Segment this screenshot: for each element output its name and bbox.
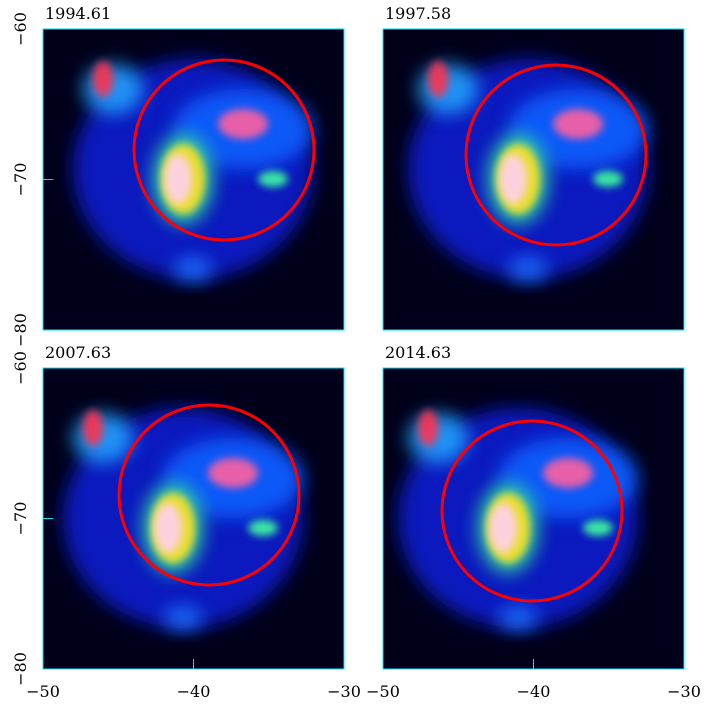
- emission: [164, 154, 192, 204]
- emission: [499, 154, 527, 204]
- x-tick-label: −30: [667, 682, 701, 701]
- image: [408, 59, 648, 281]
- x-tick-label: −40: [177, 682, 211, 701]
- emission: [498, 606, 538, 630]
- x-tick-label: −40: [517, 682, 551, 701]
- emission: [163, 606, 203, 630]
- emission: [208, 458, 258, 488]
- emission: [154, 503, 182, 553]
- y-tick-label: −60: [11, 12, 30, 46]
- emission: [489, 503, 517, 553]
- frame: [382, 28, 685, 331]
- image: [398, 408, 638, 630]
- emission: [218, 109, 268, 139]
- y-tick-label: −60: [11, 351, 30, 385]
- emission: [248, 520, 278, 536]
- panel: 2014.63 −50 −40 −30: [366, 343, 701, 701]
- emission: [508, 257, 548, 281]
- emission: [428, 61, 448, 97]
- panel-title: 1994.61: [45, 4, 111, 23]
- x-tick-label: −30: [327, 682, 361, 701]
- image: [63, 408, 303, 630]
- y-tick-label: −70: [11, 502, 30, 536]
- y-tick-label: −80: [11, 652, 30, 686]
- emission: [258, 171, 288, 187]
- region-circle: [464, 63, 648, 247]
- emission: [418, 410, 438, 446]
- emission: [73, 413, 133, 463]
- region-circle: [117, 403, 301, 587]
- panel-title: 2007.63: [45, 343, 111, 362]
- region-circle: [132, 58, 316, 242]
- x-tick-label: −50: [26, 682, 60, 701]
- emission: [583, 520, 613, 536]
- y-tick-label: −80: [11, 313, 30, 347]
- emission: [553, 109, 603, 139]
- image: [73, 59, 313, 281]
- panel: 2007.63 −50 −40 −30 −60 −70 −80: [11, 343, 361, 701]
- emission: [93, 61, 113, 97]
- emission: [408, 413, 468, 463]
- emission: [418, 64, 478, 114]
- x-tick-label: −50: [366, 682, 400, 701]
- panel-title: 2014.63: [385, 343, 451, 362]
- emission: [593, 171, 623, 187]
- region-circle: [440, 419, 624, 603]
- panel: 1994.61 −60 −70 −80: [11, 4, 345, 347]
- panel: 1997.58: [382, 4, 685, 331]
- emission: [83, 410, 103, 446]
- y-tick-label: −70: [11, 163, 30, 197]
- emission: [543, 458, 593, 488]
- emission: [173, 257, 213, 281]
- emission: [83, 64, 143, 114]
- panel-title: 1997.58: [385, 4, 451, 23]
